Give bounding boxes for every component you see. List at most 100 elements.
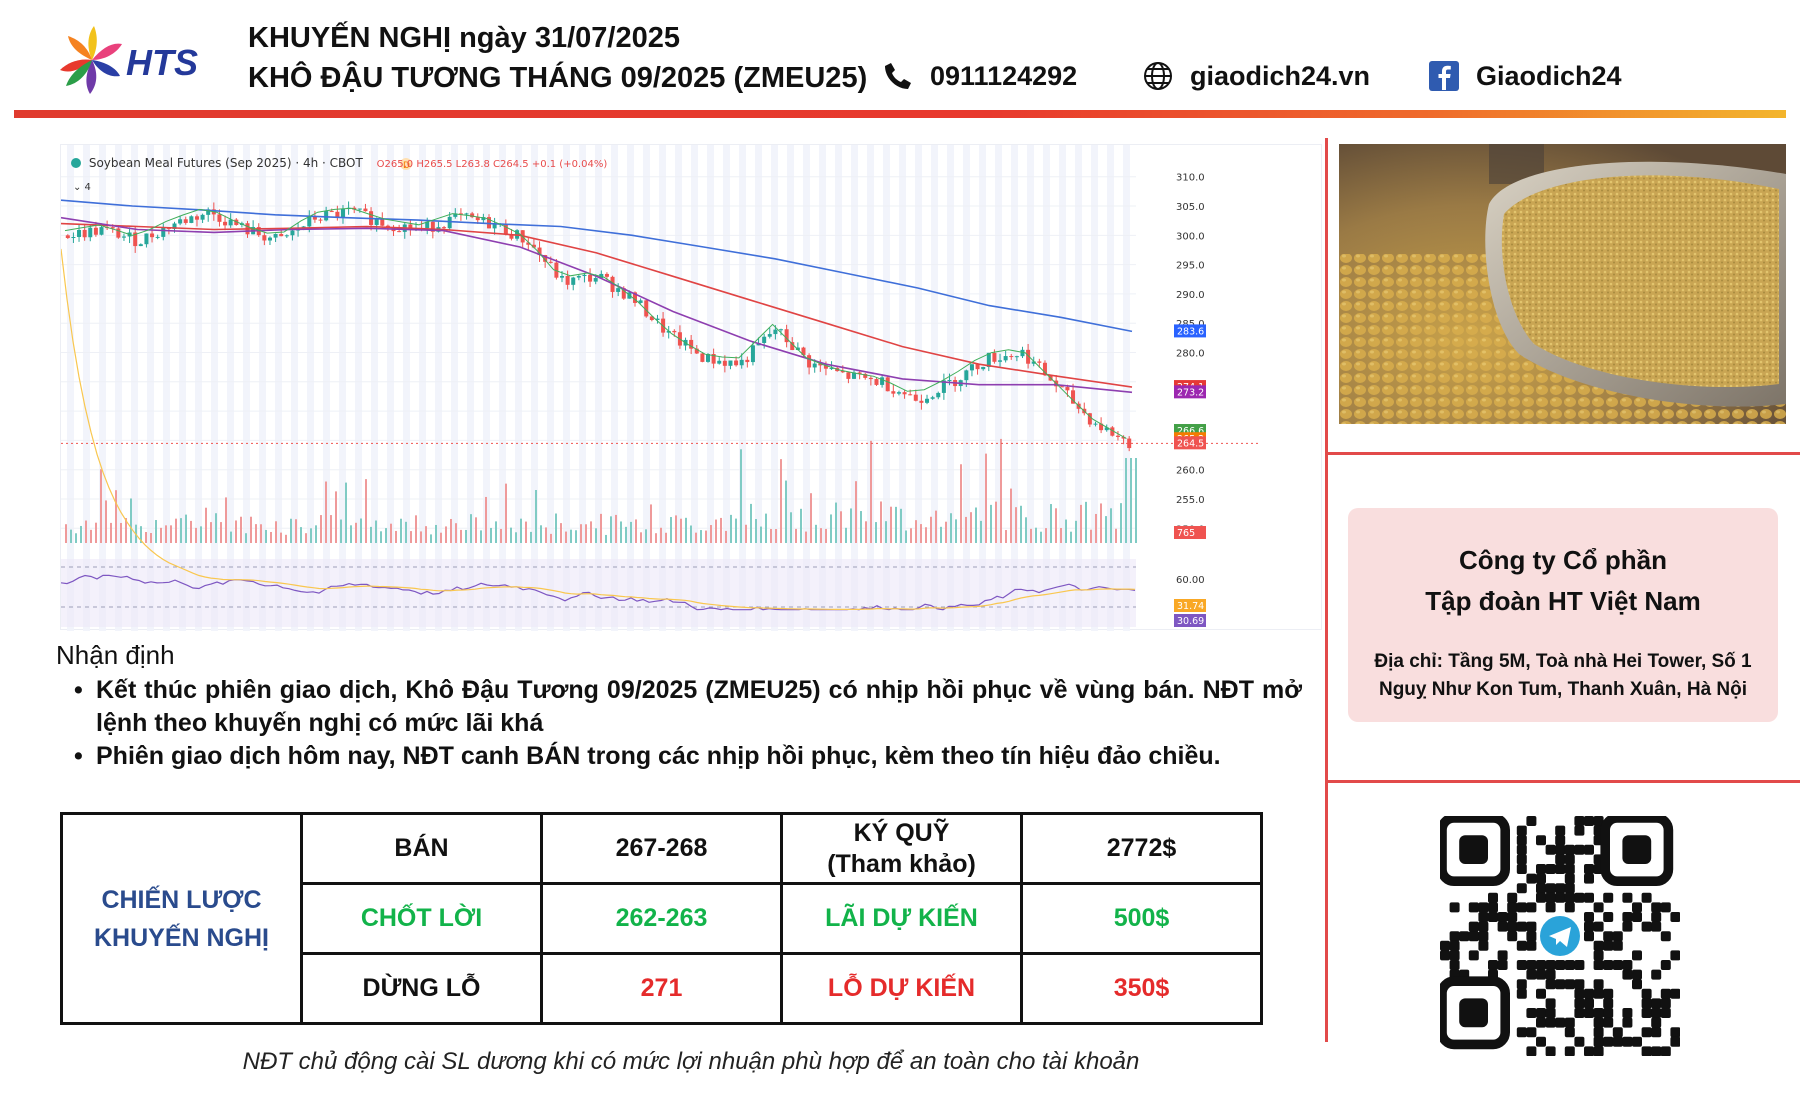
candle (183, 216, 188, 225)
data-delay-icon (400, 158, 412, 170)
chart-gridline (419, 145, 426, 631)
candle-body (717, 360, 722, 364)
candle (666, 325, 671, 339)
website-contact[interactable]: giaodich24.vn (1142, 60, 1370, 92)
volume-bar (725, 530, 727, 543)
chart-gridline (643, 145, 650, 631)
chart-legend: Soybean Meal Futures (Sep 2025) · 4h · C… (71, 156, 607, 170)
qr-module (1584, 864, 1594, 874)
rsi-tag-label: 30.69 (1177, 616, 1204, 627)
candle (65, 234, 70, 239)
qr-module (1468, 950, 1479, 961)
qr-module (1593, 902, 1604, 913)
candle (852, 369, 857, 380)
candle-body (644, 300, 649, 317)
strategy-table: CHIẾN LƯỢC KHUYẾN NGHỊ BÁN 267-268 KÝ QU… (60, 812, 1263, 1025)
volume-bar (880, 501, 882, 543)
volume-bar (225, 497, 227, 543)
candle (969, 364, 974, 377)
chart-gridline (323, 145, 330, 631)
volume-bar (660, 527, 662, 543)
candle-body (1115, 435, 1120, 437)
price-axis-label: 310.0 (1176, 173, 1205, 184)
qr-module (1660, 902, 1671, 913)
price-axis-label: 300.0 (1176, 231, 1205, 242)
telegram-qr-code[interactable] (1437, 813, 1681, 1057)
qr-module (1670, 912, 1681, 922)
volume-bar (1015, 507, 1017, 543)
volume-bar (200, 526, 202, 543)
qr-module (1632, 902, 1642, 913)
candle (750, 341, 755, 366)
chart-gridline (355, 145, 362, 631)
price-axis-label: 255.0 (1176, 495, 1205, 506)
chart-gridline (275, 145, 282, 631)
facebook-contact[interactable]: Giaodich24 (1428, 60, 1622, 92)
volume-bar (190, 520, 192, 543)
candle-body (700, 353, 705, 362)
chart-canvas[interactable]: 310.0305.0300.0295.0290.0285.0280.0260.0… (61, 145, 1323, 631)
qr-module (1545, 1046, 1556, 1057)
candle (986, 352, 991, 372)
volume-bar (365, 479, 367, 543)
qr-code[interactable] (1437, 813, 1681, 1057)
price-axis-label: 260.0 (1176, 466, 1205, 477)
price-chart[interactable]: 310.0305.0300.0295.0290.0285.0280.0260.0… (60, 144, 1323, 631)
qr-module (1584, 912, 1594, 922)
volume-bar (980, 520, 982, 543)
volume-bar (330, 515, 332, 543)
phone-contact[interactable]: 0911124292 (882, 60, 1077, 92)
qr-module (1440, 940, 1450, 951)
qr-module (1555, 825, 1566, 836)
volume-bar (185, 514, 187, 543)
moving-average-line (61, 216, 1133, 394)
candle-body (896, 392, 901, 394)
candle-body (189, 216, 194, 223)
qr-module (1488, 902, 1498, 913)
volume-bar (1095, 513, 1097, 543)
volume-bar (250, 516, 252, 543)
candle (1014, 355, 1019, 362)
candle-body (750, 345, 755, 363)
candle-body (925, 398, 930, 403)
candle (1104, 424, 1109, 432)
volume-bar (690, 525, 692, 543)
volume-bar (720, 517, 722, 543)
qr-module (1584, 844, 1594, 855)
volume-bar (230, 531, 232, 543)
candle (880, 374, 885, 388)
company-address: Địa chỉ: Tầng 5M, Toà nhà Hei Tower, Số … (1348, 648, 1778, 704)
volume-bar (605, 534, 607, 543)
candle (453, 208, 458, 219)
chart-gridline (803, 145, 810, 631)
qr-module (1603, 960, 1614, 970)
qr-finder-outer (1437, 813, 1511, 887)
volume-bar (1110, 508, 1112, 543)
volume-bar (295, 519, 297, 543)
volume-bar (775, 529, 777, 543)
volume-bar (470, 514, 472, 543)
candle-body (1093, 423, 1098, 425)
qr-module (1660, 931, 1671, 942)
volume-bar (930, 516, 932, 543)
candle-body (863, 373, 868, 378)
qr-module (1516, 835, 1527, 846)
qr-module (1564, 1017, 1575, 1028)
analysis-bullet: Phiên giao dịch hôm nay, NĐT canh BÁN tr… (74, 740, 1302, 773)
price-axis-label: 305.0 (1176, 202, 1205, 213)
volume-bar (760, 526, 762, 543)
expected-profit-amount: 500$ (1020, 882, 1263, 955)
candle-body (206, 209, 211, 215)
candle (913, 389, 918, 402)
volume-bar (785, 480, 787, 543)
chart-gridline (163, 145, 170, 631)
volume-bar (1050, 504, 1052, 543)
volume-bar (515, 532, 517, 543)
candle-body (745, 359, 750, 363)
candle (133, 226, 138, 253)
candle-body (891, 391, 896, 394)
volume-bar (565, 531, 567, 543)
qr-module (1651, 1017, 1662, 1028)
qr-module (1507, 902, 1518, 913)
volume-bar (730, 514, 732, 543)
